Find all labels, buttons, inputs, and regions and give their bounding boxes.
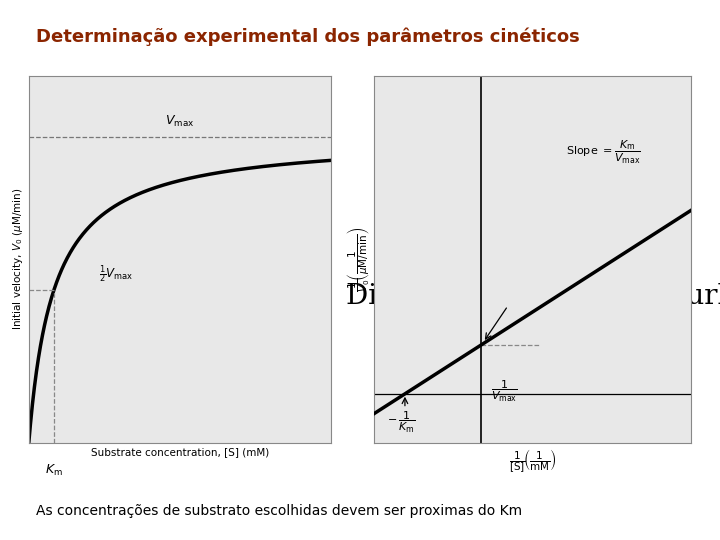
Text: $V_{\rm max}$: $V_{\rm max}$ — [166, 113, 194, 129]
Text: Slope $= \dfrac{K_{\rm m}}{V_{\rm max}}$: Slope $= \dfrac{K_{\rm m}}{V_{\rm max}}$ — [566, 139, 641, 166]
Text: Determinação experimental dos parâmetros cinéticos: Determinação experimental dos parâmetros… — [36, 27, 580, 45]
Y-axis label: Initial velocity, $V_0$ ($\mu$M/min): Initial velocity, $V_0$ ($\mu$M/min) — [11, 188, 24, 330]
Text: $\dfrac{1}{V_{\rm max}}$: $\dfrac{1}{V_{\rm max}}$ — [491, 379, 518, 404]
X-axis label: $\dfrac{1}{[\mathrm{S}]}\!\left(\dfrac{1}{\mathrm{mM}}\right)$: $\dfrac{1}{[\mathrm{S}]}\!\left(\dfrac{1… — [509, 447, 557, 475]
Text: Diagrama Lineweaver-Burk
(Duplo-Recíproco): Diagrama Lineweaver-Burk (Duplo-Recíproc… — [346, 283, 720, 343]
Text: As concentrações de substrato escolhidas devem ser proximas do Km: As concentrações de substrato escolhidas… — [36, 504, 522, 518]
Text: $\frac{1}{2}V_{\rm max}$: $\frac{1}{2}V_{\rm max}$ — [99, 263, 134, 285]
Text: $-\,\dfrac{1}{K_{\rm m}}$: $-\,\dfrac{1}{K_{\rm m}}$ — [387, 410, 415, 435]
X-axis label: Substrate concentration, [S] (mM): Substrate concentration, [S] (mM) — [91, 447, 269, 457]
Y-axis label: $\dfrac{1}{V_0}\!\left(\dfrac{1}{\mu\mathrm{M/min}}\right)$: $\dfrac{1}{V_0}\!\left(\dfrac{1}{\mu\mat… — [345, 227, 372, 292]
Text: $K_{\rm m}$: $K_{\rm m}$ — [45, 462, 63, 477]
